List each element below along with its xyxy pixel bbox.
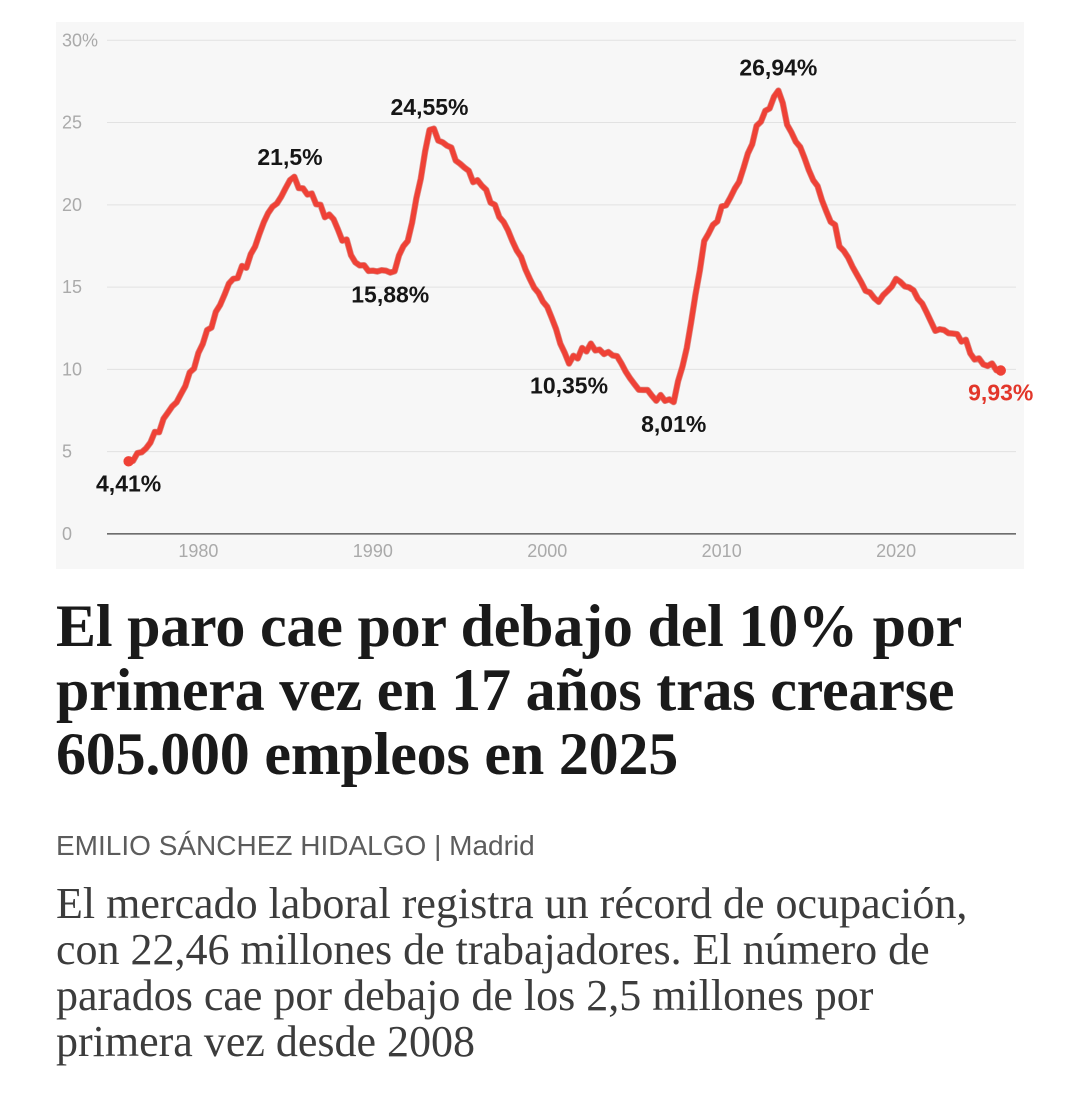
svg-text:9,93%: 9,93%	[968, 380, 1033, 406]
svg-text:2010: 2010	[702, 541, 742, 561]
svg-text:20: 20	[62, 195, 82, 215]
svg-text:0: 0	[62, 524, 72, 544]
svg-text:25: 25	[62, 113, 82, 133]
svg-text:26,94%: 26,94%	[739, 55, 817, 81]
svg-text:1980: 1980	[178, 541, 218, 561]
svg-text:21,5%: 21,5%	[257, 144, 322, 170]
svg-text:1990: 1990	[353, 541, 393, 561]
svg-text:30%: 30%	[62, 30, 98, 50]
svg-text:5: 5	[62, 442, 72, 462]
svg-text:24,55%: 24,55%	[391, 94, 469, 120]
svg-text:8,01%: 8,01%	[641, 411, 706, 437]
svg-text:10,35%: 10,35%	[530, 373, 608, 399]
svg-text:15: 15	[62, 277, 82, 297]
svg-text:2020: 2020	[876, 541, 916, 561]
svg-text:10: 10	[62, 359, 82, 379]
svg-text:2000: 2000	[527, 541, 567, 561]
svg-text:4,41%: 4,41%	[96, 470, 161, 496]
svg-text:15,88%: 15,88%	[351, 282, 429, 308]
